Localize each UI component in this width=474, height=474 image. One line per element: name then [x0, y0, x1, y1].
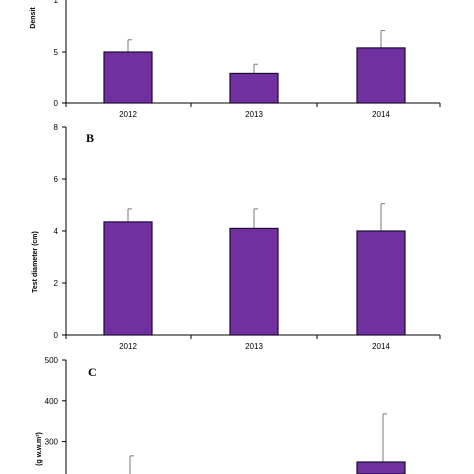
panel-b-y-tick-label: 0	[54, 331, 59, 340]
panel-a-bar-2013	[229, 72, 279, 104]
panel-b-y-tick-label: 8	[54, 123, 59, 132]
panel-c-bar-2014	[356, 461, 406, 474]
panel-a-y-label: Densit	[30, 7, 37, 29]
panel-b-label: B	[86, 131, 94, 145]
panel-b-x-tick-label: 2013	[245, 342, 263, 351]
panel-c-y-tick-label: 400	[45, 397, 59, 406]
panel-a-bar-2014	[356, 47, 406, 104]
panel-b-bar-2013	[229, 227, 279, 336]
panel-c-y-tick-label: 300	[45, 438, 59, 447]
panel-a-top-tick-label: 1	[54, 0, 59, 5]
panel-c-label: C	[88, 365, 97, 379]
panel-a: 1 Densit 0 5 2012 2013 2014	[30, 0, 441, 119]
panel-b: B Test diameter (cm) 0 2 4 6 8 2012 2013 2014	[32, 123, 441, 351]
panel-b-marks: 0 2 4 6 8 2012 2013 2014	[54, 123, 441, 351]
panel-c-marks: 300 400 500	[45, 356, 406, 474]
panel-c-y-label: (g w.w.m²)	[36, 432, 43, 466]
panel-a-x-tick-label: 2012	[119, 110, 137, 119]
panel-b-y-tick-label: 6	[54, 175, 59, 184]
panel-a-y-tick-label: 5	[54, 48, 59, 57]
panel-b-y-tick-label: 4	[54, 227, 59, 236]
panel-b-y-label: Test diameter (cm)	[32, 231, 39, 293]
panel-c-y-tick-label: 500	[45, 356, 59, 365]
panel-c: C (g w.w.m²) 300 400 500	[36, 356, 406, 474]
panel-b-bar-2014	[356, 230, 406, 336]
panel-a-bar-2012	[103, 51, 153, 104]
panel-b-x-tick-label: 2014	[372, 342, 390, 351]
panel-b-y-tick-label: 2	[54, 279, 59, 288]
panel-b-bar-2012	[103, 221, 153, 336]
panel-a-x-tick-label: 2013	[245, 110, 263, 119]
panel-a-marks: 0 5 2012 2013 2014	[54, 30, 441, 119]
panel-a-x-tick-label: 2014	[372, 110, 390, 119]
panel-a-y-tick-label: 0	[54, 99, 59, 108]
panel-b-x-tick-label: 2012	[119, 342, 137, 351]
